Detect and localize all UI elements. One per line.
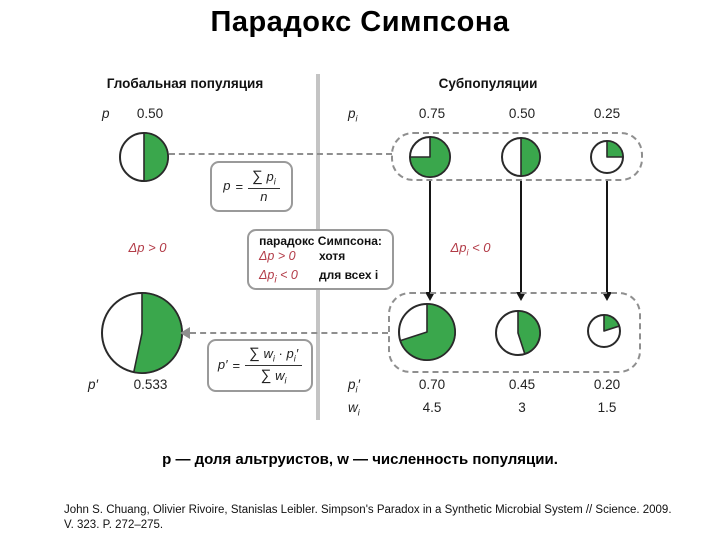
formula-lhs: p′ [217, 356, 228, 372]
formula-lhs: p [223, 177, 231, 193]
subpop-group-top [391, 132, 643, 181]
citation: John S. Chuang, Olivier Rivoire, Stanisl… [64, 504, 672, 531]
caption: p — доля альтруистов, w — численность по… [162, 451, 558, 468]
page-title: Парадокс Симпсона [210, 6, 510, 38]
global-population-header: Глобальная популяция [106, 76, 264, 91]
down-arrow-2 [516, 181, 526, 301]
p-label: p [102, 106, 110, 121]
simpson-paradox-box: парадокс Симпсона: Δp > 0 хотя Δpi < 0 д… [247, 229, 394, 290]
subpop-pie-bottom-1 [396, 301, 458, 363]
p-i-prime-value-2: 0.45 [508, 377, 536, 392]
paradox-formula-2: Δpi < 0 [259, 267, 298, 286]
p-value: 0.50 [136, 106, 164, 121]
subpop-pie-bottom-3 [585, 312, 623, 350]
subpop-pie-top-1 [407, 134, 453, 180]
subpop-pie-top-2 [499, 135, 543, 179]
fraction: ∑ pi n [248, 168, 280, 205]
w-i-value-1: 4.5 [422, 400, 442, 415]
dashed-connector-top [169, 153, 392, 155]
p-prime-value: 0.533 [133, 377, 168, 392]
mean-formula-box: p = ∑ pi n [210, 161, 293, 212]
w-i-label: wi [348, 400, 360, 418]
down-arrow-1 [425, 181, 435, 301]
global-pie-top [117, 130, 171, 184]
paradox-box-title: парадокс Симпсона: [259, 234, 382, 248]
p-i-prime-value-1: 0.70 [418, 377, 446, 392]
p-prime-label: p′ [88, 377, 99, 392]
p-i-label: pi [348, 106, 358, 124]
p-i-value-3: 0.25 [593, 106, 621, 121]
p-i-value-2: 0.50 [508, 106, 536, 121]
subpop-pie-bottom-2 [493, 308, 543, 358]
paradox-formula-1: Δp > 0 [259, 249, 296, 263]
paradox-row-1: Δp > 0 хотя [255, 249, 386, 267]
arrow-head-left-icon [180, 327, 190, 339]
p-i-prime-label: pi′ [348, 377, 361, 395]
delta-p-i-label: Δpi < 0 [450, 240, 491, 258]
dashed-connector-bottom [190, 332, 388, 334]
subpopulations-header: Субпопуляции [438, 76, 538, 91]
w-i-value-2: 3 [518, 400, 526, 415]
down-arrow-3 [602, 181, 612, 301]
subpop-group-bottom [388, 292, 641, 373]
paradox-row-2: Δpi < 0 для всех i [255, 268, 386, 286]
weighted-mean-formula-box: p′ = ∑ wi · pi′ ∑ wi [207, 339, 313, 392]
delta-p-global-label: Δp > 0 [128, 240, 167, 255]
p-i-prime-value-3: 0.20 [593, 377, 621, 392]
subpop-pie-top-3 [588, 138, 626, 176]
w-i-value-3: 1.5 [597, 400, 617, 415]
fraction: ∑ wi · pi′ ∑ wi [245, 345, 303, 386]
global-pie-bottom [99, 290, 185, 376]
p-i-value-1: 0.75 [418, 106, 446, 121]
